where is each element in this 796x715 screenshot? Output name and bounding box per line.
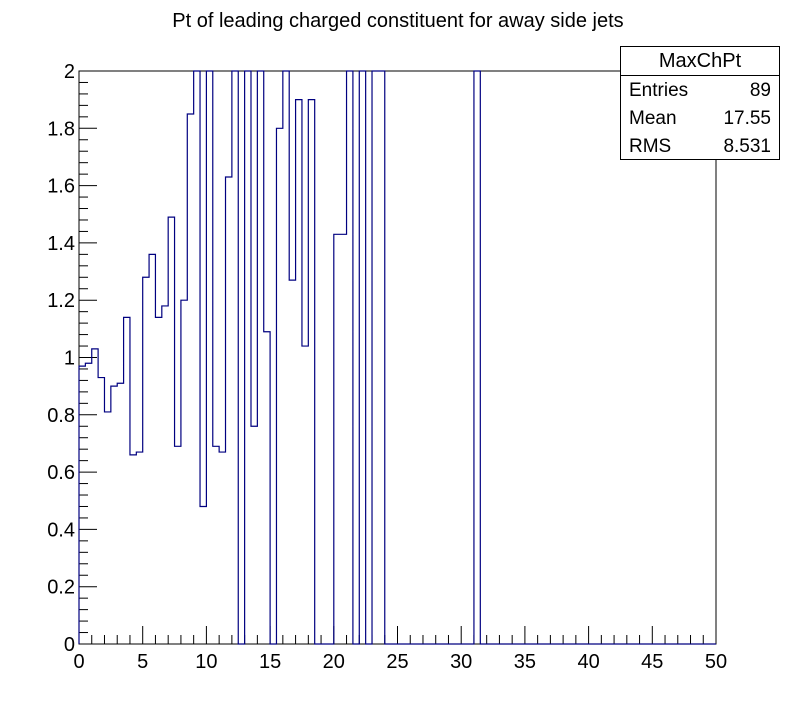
y-tick-label: 0.4 [47,519,75,541]
y-tick-label: 1 [64,348,75,370]
x-tick-label: 0 [73,651,84,673]
rms-label: RMS [629,136,672,157]
stats-title: MaxChPt [621,47,779,76]
mean-label: Mean [629,108,677,129]
stats-box: MaxChPt Entries 89 Mean 17.55 RMS 8.531 [620,46,780,160]
entries-label: Entries [629,80,689,101]
y-tick-label: 2 [64,61,75,83]
y-tick-label: 1.2 [47,290,75,312]
y-tick-label: 0.6 [47,462,75,484]
x-tick-label: 35 [514,651,536,673]
x-tick-label: 45 [641,651,663,673]
x-tick-label: 10 [195,651,217,673]
x-tick-label: 30 [450,651,472,673]
mean-value: 17.55 [723,108,771,129]
entries-value: 89 [749,80,771,101]
x-tick-label: 15 [259,651,281,673]
x-tick-label: 40 [577,651,599,673]
chart-title: Pt of leading charged constituent for aw… [172,10,624,32]
y-axis: 0 0.2 0.4 0.6 0.8 1 1.2 1.4 1.6 1.8 2 [47,61,97,656]
rms-value: 8.531 [723,136,771,157]
y-tick-label: 0.2 [47,577,75,599]
y-tick-label: 0.8 [47,405,75,427]
stats-row-rms: RMS 8.531 [621,132,779,160]
stats-row-entries: Entries 89 [621,76,779,104]
histogram-line [78,70,716,645]
y-tick-label: 0 [64,634,75,656]
y-tick-label: 1.6 [47,176,75,198]
x-tick-label: 20 [323,651,345,673]
x-tick-label: 50 [705,651,727,673]
stats-row-mean: Mean 17.55 [621,104,779,132]
x-tick-label: 25 [386,651,408,673]
x-tick-label: 5 [137,651,148,673]
y-tick-label: 1.8 [47,118,75,140]
x-axis: 0 5 10 15 20 25 30 35 40 45 50 [73,626,727,673]
y-tick-label: 1.4 [47,233,75,255]
